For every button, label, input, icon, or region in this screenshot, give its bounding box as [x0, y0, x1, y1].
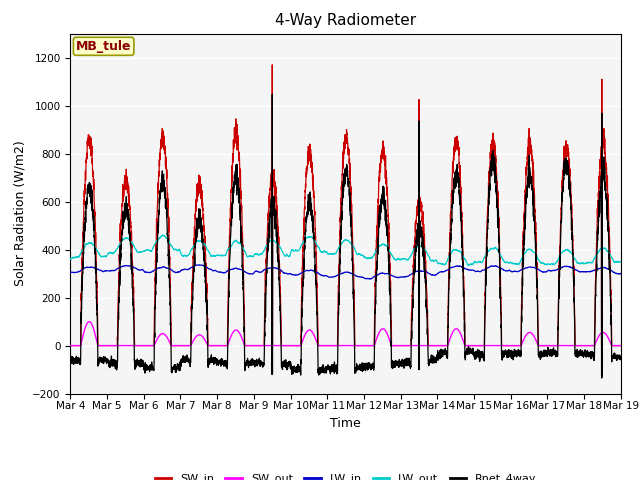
SW_in	[438, 343, 446, 348]
LW_out	[465, 263, 472, 268]
SW_out	[500, 343, 508, 348]
Legend: SW_in, SW_out, LW_in, LW_out, Rnet_4way: SW_in, SW_out, LW_in, LW_out, Rnet_4way	[150, 469, 541, 480]
LW_out	[325, 251, 333, 257]
LW_out	[616, 259, 624, 264]
SW_in	[268, 62, 276, 68]
Line: LW_out: LW_out	[70, 235, 621, 265]
LW_in	[166, 266, 173, 272]
Rnet_4way	[616, 354, 624, 360]
SW_out	[85, 319, 93, 324]
SW_in	[616, 343, 624, 348]
Rnet_4way	[166, 275, 173, 281]
Title: 4-Way Radiometer: 4-Way Radiometer	[275, 13, 416, 28]
LW_in	[617, 271, 625, 276]
Rnet_4way	[67, 360, 74, 366]
LW_out	[500, 259, 508, 264]
LW_out	[617, 259, 625, 265]
Y-axis label: Solar Radiation (W/m2): Solar Radiation (W/m2)	[13, 141, 27, 287]
SW_out	[438, 343, 446, 348]
LW_out	[166, 239, 173, 245]
Rnet_4way	[438, 353, 446, 359]
LW_in	[325, 274, 333, 280]
Rnet_4way	[268, 92, 276, 97]
SW_out	[67, 343, 74, 348]
LW_in	[500, 267, 508, 273]
LW_in	[439, 269, 447, 275]
SW_out	[616, 343, 624, 348]
SW_in	[617, 343, 625, 348]
SW_out	[617, 343, 625, 348]
SW_in	[166, 241, 173, 247]
Line: SW_in: SW_in	[70, 65, 621, 346]
Rnet_4way	[617, 354, 625, 360]
Rnet_4way	[325, 364, 333, 370]
SW_out	[325, 343, 333, 348]
Rnet_4way	[598, 375, 605, 381]
LW_in	[367, 276, 375, 282]
Line: LW_in: LW_in	[70, 265, 621, 279]
SW_out	[166, 339, 173, 345]
Line: Rnet_4way: Rnet_4way	[70, 95, 621, 378]
LW_in	[469, 267, 477, 273]
SW_in	[500, 343, 508, 348]
SW_in	[67, 343, 74, 348]
LW_out	[469, 261, 477, 267]
X-axis label: Time: Time	[330, 417, 361, 430]
LW_out	[67, 256, 74, 262]
LW_out	[438, 262, 446, 267]
LW_in	[616, 271, 624, 276]
SW_out	[469, 343, 477, 348]
LW_in	[195, 262, 203, 268]
SW_in	[469, 343, 477, 348]
Text: MB_tule: MB_tule	[76, 40, 131, 53]
Rnet_4way	[469, 349, 477, 355]
Line: SW_out: SW_out	[70, 322, 621, 346]
SW_in	[325, 343, 333, 348]
LW_out	[159, 232, 166, 238]
Rnet_4way	[500, 352, 508, 358]
LW_in	[67, 270, 74, 276]
